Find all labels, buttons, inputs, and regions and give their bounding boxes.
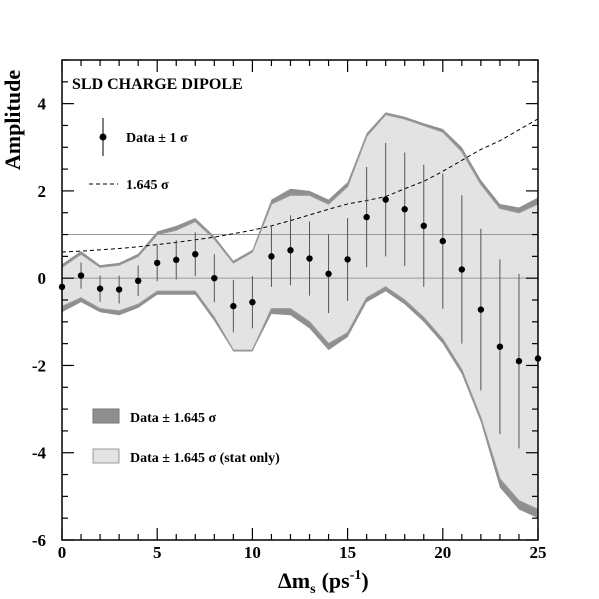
legend-label-1645sigma: 1.645 σ bbox=[126, 178, 169, 193]
x-axis-title-sup: -1 bbox=[350, 568, 362, 583]
data-point bbox=[249, 298, 256, 306]
legend-top: Data ± 1 σ 1.645 σ bbox=[89, 118, 188, 193]
data-point bbox=[515, 357, 523, 365]
legend-light-box bbox=[92, 448, 120, 464]
data-point bbox=[211, 274, 218, 282]
x-axis-title-close: ) bbox=[361, 568, 368, 593]
y-tick-label: -4 bbox=[32, 444, 47, 463]
reference-lines bbox=[62, 234, 538, 279]
data-point bbox=[458, 266, 466, 273]
x-axis-title-main: Δm bbox=[278, 568, 310, 593]
x-tick-label: 0 bbox=[58, 543, 67, 562]
band-light bbox=[62, 114, 538, 510]
data-point bbox=[420, 222, 427, 230]
chart-title: SLD CHARGE DIPOLE bbox=[72, 76, 243, 93]
legend-bottom: Data ± 1.645 σ Data ± 1.645 σ (stat only) bbox=[92, 408, 280, 466]
data-point bbox=[115, 286, 123, 293]
x-tick-label: 5 bbox=[153, 543, 162, 562]
x-tick-label: 10 bbox=[244, 543, 261, 562]
data-point bbox=[382, 196, 389, 203]
y-axis-title: Amplitude bbox=[0, 70, 25, 170]
band-layer bbox=[61, 112, 539, 519]
data-point bbox=[287, 247, 294, 254]
x-axis-title-sub: s bbox=[310, 582, 316, 597]
data-point bbox=[134, 277, 142, 284]
y-tick-label: 2 bbox=[38, 182, 47, 201]
limit-curve bbox=[61, 118, 539, 253]
legend-label-stat: Data ± 1.645 σ (stat only) bbox=[130, 451, 280, 466]
data-point bbox=[306, 255, 313, 262]
band-light-upper-edge bbox=[61, 113, 539, 268]
data-point bbox=[192, 250, 199, 258]
x-tick-label: 25 bbox=[530, 543, 547, 562]
legend-label-data-1sigma: Data ± 1 σ bbox=[126, 131, 188, 146]
legend-point-symbol bbox=[99, 133, 107, 141]
y-tick-label: -2 bbox=[32, 356, 46, 375]
data-point bbox=[477, 306, 485, 313]
y-tick-label: -6 bbox=[32, 531, 46, 550]
data-point bbox=[230, 302, 237, 310]
data-point bbox=[173, 256, 180, 264]
data-point bbox=[77, 272, 85, 279]
data-point bbox=[439, 237, 446, 245]
legend-label-syst: Data ± 1.645 σ bbox=[130, 411, 216, 426]
ticks bbox=[61, 59, 539, 541]
data-point bbox=[154, 259, 161, 267]
y-tick-label: 0 bbox=[38, 269, 47, 288]
data-point bbox=[496, 343, 504, 350]
y-tick-label: 4 bbox=[38, 95, 47, 114]
band-light-lower-edge bbox=[61, 286, 539, 510]
data-point bbox=[96, 285, 104, 292]
x-tick-label: 20 bbox=[434, 543, 451, 562]
data-point bbox=[325, 270, 332, 278]
data-point bbox=[401, 206, 408, 213]
tick-labels: 0 5 10 15 20 25 -6 -4 -2 0 2 4 bbox=[32, 95, 547, 562]
x-tick-label: 15 bbox=[339, 543, 356, 562]
data-point bbox=[268, 253, 275, 260]
data-point bbox=[344, 256, 351, 263]
x-axis-title-unit: (ps bbox=[322, 568, 351, 593]
legend-dark-box bbox=[92, 408, 120, 424]
data-point bbox=[363, 213, 370, 221]
limit-curve-layer bbox=[61, 118, 539, 253]
x-axis-title: Δms (ps-1) bbox=[278, 568, 369, 597]
